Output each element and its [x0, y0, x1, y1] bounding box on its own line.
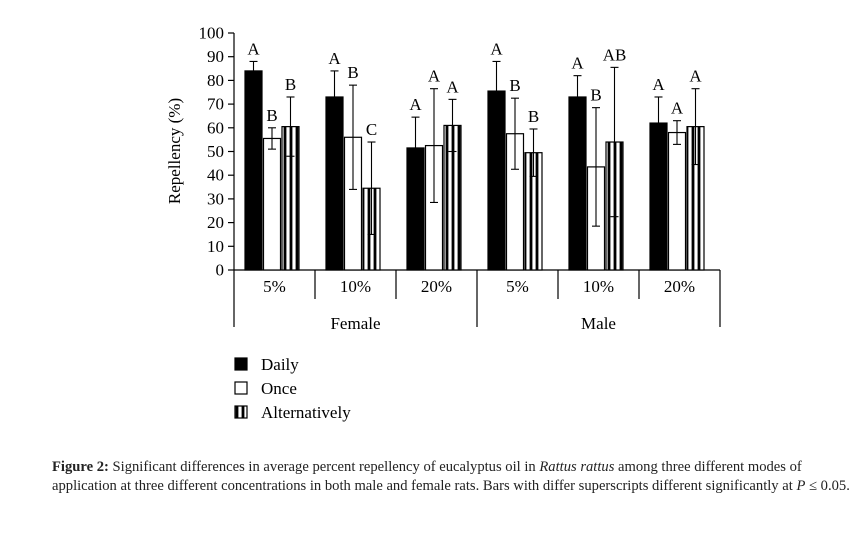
bar-chart: 0 10 20 30 40 50 60 70 80 90 100 Repellency (%) 5% 10…: [165, 24, 721, 422]
y-axis-label: Repellency (%): [165, 98, 184, 204]
caption-species: Rattus rattus: [539, 459, 615, 475]
x-tick-label: 10%: [583, 277, 614, 296]
x-tick-label: 20%: [421, 277, 452, 296]
legend-label: Alternatively: [261, 403, 351, 422]
caption-label: Figure 2:: [52, 459, 109, 475]
y-tick-label: 80: [207, 71, 224, 90]
significance-letter: A: [689, 67, 702, 86]
y-tick-label: 60: [207, 118, 224, 137]
legend-swatch: [234, 357, 248, 371]
significance-letter: A: [490, 39, 503, 58]
caption-p: P: [796, 478, 806, 494]
y-tick-label: 10: [207, 237, 224, 256]
significance-letter: A: [652, 75, 665, 94]
caption-text-1: Significant differences in average perce…: [108, 459, 540, 475]
caption-text-3: ≤ 0.05.: [805, 478, 850, 494]
significance-letter: A: [247, 39, 260, 58]
bar: [568, 96, 587, 271]
x-group-label: Female: [330, 314, 380, 333]
legend-swatch: [234, 381, 248, 395]
y-tick-label: 50: [207, 142, 224, 161]
significance-letter: B: [509, 76, 520, 95]
significance-letter: B: [285, 75, 296, 94]
significance-letter: A: [409, 95, 422, 114]
significance-letter: B: [590, 86, 601, 105]
legend-label: Daily: [261, 355, 299, 374]
x-tick-label: 10%: [340, 277, 371, 296]
y-tick-label: 70: [207, 95, 224, 114]
significance-letter: AB: [603, 45, 627, 64]
significance-letter: A: [446, 77, 459, 96]
bar: [667, 131, 687, 271]
y-tick-label: 30: [207, 189, 224, 208]
bar: [244, 70, 263, 271]
significance-letter: A: [428, 67, 441, 86]
significance-letter: A: [571, 54, 584, 73]
significance-letter: A: [328, 49, 341, 68]
x-group-label: Male: [581, 314, 616, 333]
bar: [262, 137, 282, 271]
y-tick-label: 90: [207, 47, 224, 66]
y-tick-label: 20: [207, 213, 224, 232]
y-tick-label: 40: [207, 166, 224, 185]
figure-caption: Figure 2: Significant differences in ave…: [52, 458, 852, 496]
significance-letter: C: [366, 120, 377, 139]
x-tick-label: 20%: [664, 277, 695, 296]
x-tick-label: 5%: [506, 277, 529, 296]
significance-letter: B: [528, 107, 539, 126]
significance-letter: A: [671, 99, 684, 118]
significance-letter: B: [347, 63, 358, 82]
significance-letter: B: [266, 106, 277, 125]
y-tick-label: 100: [199, 24, 225, 43]
legend-label: Once: [261, 379, 297, 398]
legend-swatch: [234, 405, 248, 419]
x-tick-label: 5%: [263, 277, 286, 296]
y-tick-label: 0: [216, 261, 225, 280]
caption-text-2: among three different modes of applicati…: [52, 459, 802, 494]
